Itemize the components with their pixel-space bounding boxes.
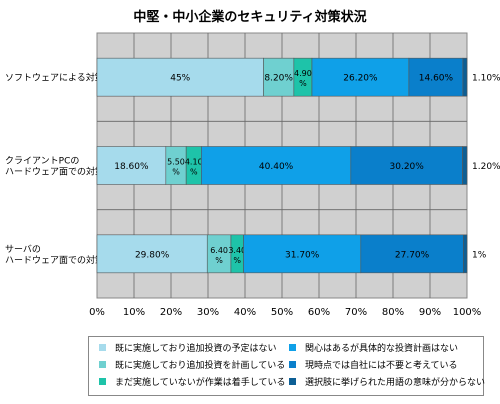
x-tick-label: 0% [89,307,105,318]
legend-item: 既に実施しており追加投資を計画している [99,360,285,372]
data-label: 30.20% [390,162,425,172]
x-tick-label: 10% [123,307,145,318]
data-label: 8.20% [264,74,293,84]
legend-swatch [289,344,296,351]
bar-segment [96,57,264,97]
x-tick-label: 20% [160,307,182,318]
x-tick-label: 80% [382,307,404,318]
legend-label: 既に実施しており追加投資の予定はない [115,344,277,354]
x-tick-label: 60% [308,307,330,318]
legend-item: 関心はあるが具体的な投資計画はない [289,343,458,355]
legend-swatch [99,361,106,368]
bar-segment [243,234,362,274]
legend-item: 選択肢に挙げられた用語の意味が分からない [289,377,485,389]
x-tick-label: 90% [419,307,441,318]
legend-label: 関心はあるが具体的な投資計画はない [305,344,459,354]
legend-label: 既に実施しており追加投資を計画している [115,361,286,371]
data-label: 26.20% [343,74,378,84]
data-label: 29.80% [135,250,170,260]
bar-segment [263,57,295,97]
data-label: 4.90% [294,69,312,88]
bar-segment [96,234,208,274]
data-label: 1.20% [472,162,500,172]
data-label: 1% [472,250,487,260]
legend-swatch [99,344,106,351]
bar-segment [350,146,463,185]
legend-label: まだ実施していないが作業は着手している [115,378,286,388]
x-tick-label: 40% [234,307,256,318]
category-label: サーバのハードウェア面での対策 [5,244,104,266]
data-label: 5.50% [167,158,185,177]
data-label: 3.40% [228,246,246,265]
legend-label: 選択肢に挙げられた用語の意味が分からない [305,378,486,388]
bar-segment [201,146,352,185]
legend-label: 現時点では自社には不要と考えている [305,361,458,371]
category-label: ソフトウェアによる対策 [5,72,104,84]
legend-item: まだ実施していないが作業は着手している [99,377,285,389]
legend-item: 既に実施しており追加投資の予定はない [99,343,276,355]
data-label: 27.70% [395,250,430,260]
x-tick-label: 70% [345,307,367,318]
data-label: 31.70% [285,250,320,260]
category-label: クライアントPCのハードウェア面での対策 [5,156,104,178]
bar-segment [96,146,167,185]
stacked-bar-chart: 0% 10% 20% 30% 40% 50% 60% 70% 80% 90% 100% ソフトウェアに… [5,32,500,318]
x-tick-label: 50% [271,307,293,318]
x-tick-label: 100% [453,307,482,318]
legend-swatch [289,378,296,385]
chart-title: 中堅・中小企業のセキュリティ対策状況 [133,10,367,25]
data-label: 6.40% [210,246,228,265]
legend-item: 現時点では自社には不要と考えている [289,360,458,372]
bar-segment [408,57,464,97]
data-label: 18.60% [114,162,149,172]
bar-segment [462,57,468,97]
x-tick-label: 30% [197,307,219,318]
legend-swatch [289,361,296,368]
bar-segment [360,234,464,274]
data-label: 40.40% [259,162,294,172]
data-label: 1.10% [472,74,500,84]
legend-swatch [99,378,106,385]
data-label: 14.60% [419,74,454,84]
data-label: 45% [170,74,190,84]
bar-segment [462,146,468,185]
bar-segment [462,234,468,274]
chart-legend: 既に実施しており追加投資の予定はない 既に実施しており追加投資を計画している まだ実… [88,336,485,396]
data-label: 4.10% [185,158,203,177]
